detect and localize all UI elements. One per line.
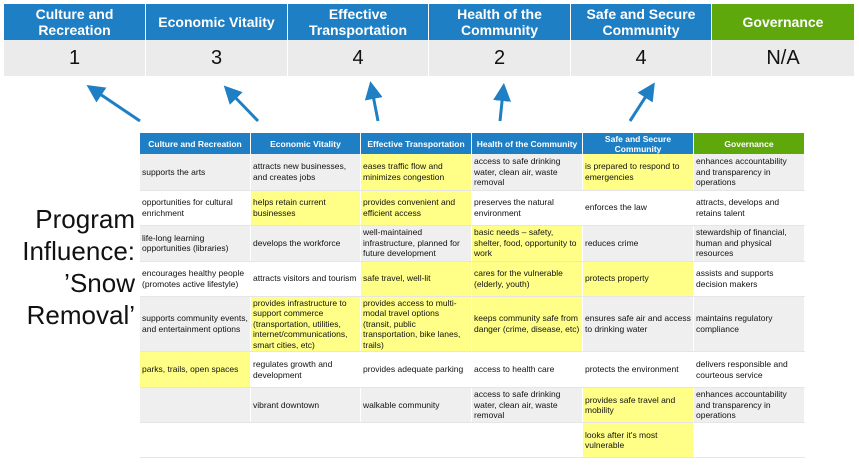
matrix-cell: provides safe travel and mobility (582, 387, 694, 423)
matrix-cell: assists and supports decision makers (693, 261, 805, 297)
matrix-cell: looks after it's most vulnerable (582, 422, 694, 458)
table-row: opportunities for cultural enrichment hel… (140, 190, 805, 226)
matrix-cell: attracts visitors and tourism (250, 261, 361, 297)
matrix-header: Governance (693, 133, 805, 154)
arrow-icon (493, 83, 512, 122)
influence-matrix: Culture and Recreation Economic Vitality E… (140, 133, 805, 458)
matrix-cell: provides convenient and efficient access (360, 190, 472, 226)
matrix-cell (693, 422, 805, 458)
matrix-cell: helps retain current businesses (250, 190, 361, 226)
matrix-cell: provides adequate parking (360, 351, 472, 388)
table-row: supports community events, and entertain… (140, 296, 805, 352)
matrix-cell: cares for the vulnerable (elderly, youth… (471, 261, 583, 297)
matrix-cell: attracts new businesses, and creates job… (250, 154, 361, 191)
table-row: supports the arts attracts new businesses… (140, 154, 805, 191)
table-row: encourages healthy people (promotes acti… (140, 261, 805, 297)
matrix-cell: walkable community (360, 387, 472, 423)
matrix-cell: access to health care (471, 351, 583, 388)
program-influence-label: Program Influence: ’Snow Removal’ (22, 204, 135, 330)
matrix-cell: supports the arts (140, 154, 251, 191)
summary-value: 2 (429, 40, 571, 76)
matrix-cell: develops the workforce (250, 225, 361, 262)
matrix-cell: attracts, develops and retains talent (693, 190, 805, 226)
summary-header: Effective Transportation (288, 4, 429, 40)
matrix-cell: reduces crime (582, 225, 694, 262)
table-row: vibrant downtown walkable community access… (140, 387, 805, 423)
matrix-cell: access to safe drinking water, clean air… (471, 387, 583, 423)
matrix-cell: keeps community safe from danger (crime,… (471, 296, 583, 352)
matrix-cell: enhances accountability and transparency… (693, 154, 805, 191)
matrix-cell (140, 387, 251, 423)
summary-header: Safe and Secure Community (571, 4, 712, 40)
matrix-cell: safe travel, well-lit (360, 261, 472, 297)
arrow-icon (223, 85, 260, 123)
matrix-cell: protects property (582, 261, 694, 297)
matrix-cell: parks, trails, open spaces (140, 351, 251, 388)
matrix-cell: well-maintained infrastructure, planned … (360, 225, 472, 262)
matrix-cell: enforces the law (582, 190, 694, 226)
matrix-cell: encourages healthy people (promotes acti… (140, 261, 251, 297)
matrix-cell: enhances accountability and transparency… (693, 387, 805, 423)
arrow-icon (86, 84, 141, 123)
matrix-cell: access to safe drinking water, clean air… (471, 154, 583, 191)
matrix-header: Health of the Community (471, 133, 583, 154)
matrix-header: Economic Vitality (250, 133, 361, 154)
matrix-cell (360, 422, 472, 458)
matrix-cell: maintains regulatory compliance (693, 296, 805, 352)
summary-header: Culture and Recreation (4, 4, 146, 40)
matrix-cell: protects the environment (582, 351, 694, 388)
matrix-header: Safe and Secure Community (582, 133, 694, 154)
matrix-cell: regulates growth and development (250, 351, 361, 388)
summary-header: Economic Vitality (146, 4, 288, 40)
matrix-cell: life-long learning opportunities (librar… (140, 225, 251, 262)
summary-value: 4 (571, 40, 712, 76)
summary-value: 1 (4, 40, 146, 76)
summary-header: Governance (712, 4, 855, 40)
summary-value: 4 (288, 40, 429, 76)
matrix-cell: stewardship of financial, human and phys… (693, 225, 805, 262)
summary-value: 3 (146, 40, 288, 76)
matrix-cell: supports community events, and entertain… (140, 296, 251, 352)
table-row: life-long learning opportunities (librar… (140, 225, 805, 262)
arrow-icon (628, 82, 655, 122)
matrix-cell: delivers responsible and courteous servi… (693, 351, 805, 388)
matrix-cell: ensures safe air and access to drinking … (582, 296, 694, 352)
matrix-cell: opportunities for cultural enrichment (140, 190, 251, 226)
matrix-cell: vibrant downtown (250, 387, 361, 423)
summary-table: Culture and Recreation Economic Vitality E… (4, 4, 855, 76)
matrix-header: Culture and Recreation (140, 133, 251, 154)
summary-header: Health of the Community (429, 4, 571, 40)
matrix-cell: preserves the natural environment (471, 190, 583, 226)
matrix-cell (250, 422, 361, 458)
matrix-header: Effective Transportation (360, 133, 472, 154)
table-row: looks after it's most vulnerable (140, 422, 805, 458)
matrix-cell: provides access to multi-modal travel op… (360, 296, 472, 352)
arrow-icon (364, 81, 383, 122)
matrix-cell: provides infrastructure to support comme… (250, 296, 361, 352)
matrix-cell: basic needs – safety, shelter, food, opp… (471, 225, 583, 262)
matrix-cell: is prepared to respond to emergencies (582, 154, 694, 191)
matrix-cell (140, 422, 251, 458)
matrix-cell: eases traffic flow and minimizes congest… (360, 154, 472, 191)
summary-value: N/A (712, 40, 855, 76)
table-row: parks, trails, open spaces regulates grow… (140, 351, 805, 388)
matrix-cell (471, 422, 583, 458)
